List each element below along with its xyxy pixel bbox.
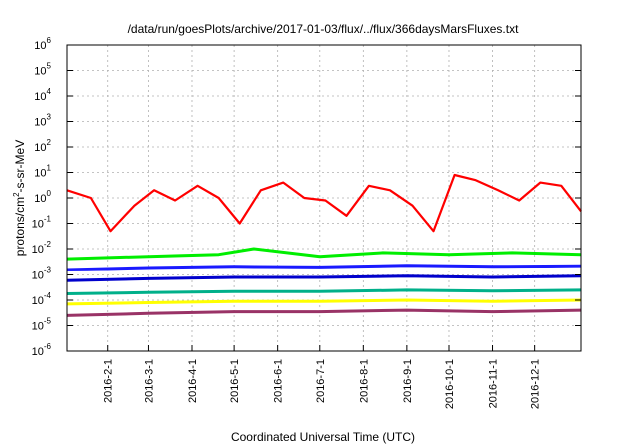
y-tick-label: 10-1 [32,215,52,231]
x-axis-label: Coordinated Universal Time (UTC) [231,430,415,444]
series-layer [66,173,582,317]
series-line [66,173,582,233]
y-tick-label: 10-6 [32,342,52,358]
series-line [66,247,582,261]
series-line [66,288,582,295]
x-tick-label: 2016-2-1 [103,359,115,403]
y-tick-label: 10-2 [32,240,52,256]
x-tick-label: 2016-7-1 [315,359,327,403]
y-tick-label: 100 [34,189,51,205]
x-tick-label: 2016-5-1 [229,359,241,403]
y-tick-label: 10-3 [32,266,52,282]
chart-title: /data/run/goesPlots/archive/2017-01-03/f… [128,22,520,36]
y-tick-label: 103 [34,113,51,129]
y-tick-label: 105 [34,62,51,78]
series-line [66,264,582,272]
y-tick-label: 101 [34,164,51,180]
series-line [66,298,582,306]
x-tick-label: 2016-4-1 [187,359,199,403]
series-line [66,274,582,282]
y-tick-label: 102 [34,138,51,154]
x-tick-label: 2016-11-1 [488,359,500,408]
y-tick-label: 104 [34,87,51,103]
x-tick-label: 2016-10-1 [444,359,456,409]
y-tick-label: 106 [34,36,51,52]
y-tick-label: 10-4 [32,291,52,307]
x-tick-label: 2016-9-1 [402,359,414,403]
x-tick-label: 2016-8-1 [358,359,370,403]
y-tick-label: 10-5 [32,317,52,333]
x-tick-label: 2016-6-1 [273,359,285,403]
x-tick-label: 2016-12-1 [530,359,542,409]
x-axis: 2016-2-1 2016-3-1 2016-4-1 2016-5-1 2016-6-1… [103,345,542,409]
series-line [66,267,582,274]
x-tick-label: 2016-3-1 [143,359,155,403]
series-line [66,308,582,317]
y-axis: 10-6 10-5 10-4 10-3 10-2 10-1 100 101 102 103 104 1… [32,36,581,358]
y-axis-label: protons/cm2-s-sr-MeV [12,140,27,256]
